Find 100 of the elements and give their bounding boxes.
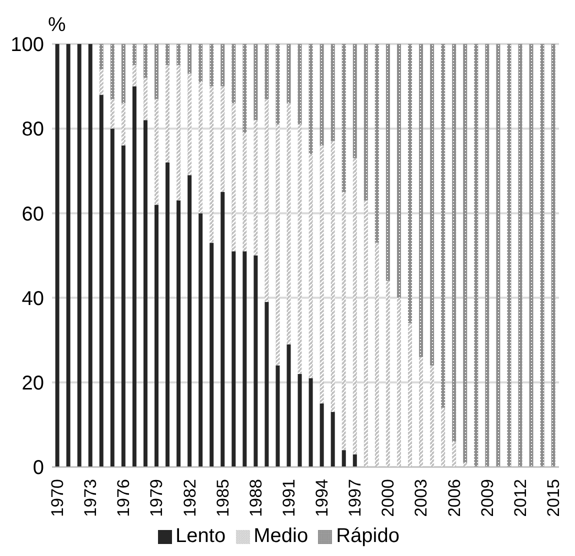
bar bbox=[496, 44, 500, 467]
x-tick-label: 1997 bbox=[346, 479, 365, 517]
bar bbox=[298, 124, 302, 374]
bar bbox=[188, 44, 192, 74]
bar bbox=[55, 44, 60, 467]
x-tick-label: 1988 bbox=[246, 479, 266, 517]
bar bbox=[276, 365, 280, 467]
bar bbox=[364, 44, 368, 201]
x-tick-label: 1973 bbox=[81, 479, 100, 517]
bar bbox=[198, 82, 203, 214]
x-tick-label: 1979 bbox=[147, 479, 166, 517]
bar bbox=[198, 44, 203, 82]
bar bbox=[286, 44, 291, 104]
y-tick-label: 60 bbox=[22, 203, 44, 226]
bar bbox=[77, 44, 82, 467]
x-tick-label: 1985 bbox=[213, 479, 232, 517]
bar bbox=[166, 65, 170, 162]
bar bbox=[254, 256, 258, 467]
bar bbox=[352, 158, 357, 454]
legend-label: Lento bbox=[176, 525, 226, 547]
bar bbox=[210, 86, 214, 243]
bar bbox=[342, 450, 346, 467]
x-tick-label: 1976 bbox=[114, 479, 134, 517]
bar bbox=[210, 242, 214, 467]
bar bbox=[286, 344, 291, 467]
bar bbox=[154, 98, 158, 205]
bar bbox=[308, 154, 313, 378]
bar bbox=[210, 44, 214, 86]
x-tick-label: 1982 bbox=[180, 479, 200, 517]
bar bbox=[232, 44, 236, 104]
bar bbox=[99, 69, 104, 95]
bar bbox=[99, 44, 104, 70]
bar bbox=[308, 378, 313, 467]
bar bbox=[386, 280, 390, 467]
bar bbox=[121, 44, 126, 104]
x-tick-label: 1994 bbox=[312, 479, 332, 517]
y-tick-label: 100 bbox=[10, 34, 44, 56]
bar bbox=[254, 120, 258, 256]
x-tick-label: 1970 bbox=[48, 479, 68, 517]
bar bbox=[264, 302, 269, 467]
bar bbox=[198, 213, 203, 467]
bar bbox=[188, 74, 192, 176]
bar bbox=[154, 204, 158, 467]
bar bbox=[176, 200, 181, 467]
bar bbox=[121, 103, 126, 146]
bar bbox=[529, 44, 534, 467]
bar bbox=[507, 44, 512, 467]
bar bbox=[408, 323, 412, 467]
bar bbox=[166, 44, 170, 66]
bar bbox=[143, 78, 148, 120]
bar bbox=[330, 44, 335, 142]
bar bbox=[396, 298, 401, 467]
bar bbox=[99, 94, 104, 467]
bar bbox=[220, 86, 225, 192]
bar bbox=[540, 44, 544, 467]
bar bbox=[551, 44, 556, 467]
bar bbox=[452, 442, 456, 467]
bar bbox=[88, 44, 92, 467]
bar bbox=[264, 98, 269, 302]
bar bbox=[166, 162, 170, 467]
x-tick-label: 2006 bbox=[444, 479, 464, 517]
legend-label: Rápido bbox=[336, 525, 400, 547]
bar bbox=[386, 44, 390, 281]
bar bbox=[452, 44, 456, 442]
bar bbox=[330, 141, 335, 412]
bar bbox=[154, 44, 158, 99]
bar bbox=[143, 120, 148, 467]
x-tick-label: 1991 bbox=[279, 479, 298, 517]
bar bbox=[374, 242, 379, 467]
bar bbox=[132, 86, 136, 467]
bar bbox=[485, 44, 490, 467]
y-tick-label: 80 bbox=[22, 118, 44, 141]
bar bbox=[396, 44, 401, 298]
bar bbox=[264, 44, 269, 99]
bar bbox=[320, 44, 324, 146]
bar bbox=[342, 44, 346, 192]
bar bbox=[232, 103, 236, 252]
bar bbox=[364, 200, 368, 467]
bar bbox=[441, 408, 446, 467]
bar bbox=[242, 251, 247, 467]
bar bbox=[419, 44, 424, 358]
x-tick-label: 2012 bbox=[510, 479, 530, 517]
bar bbox=[408, 44, 412, 324]
x-tick-label: 2000 bbox=[378, 479, 398, 517]
bar bbox=[352, 454, 357, 467]
bar bbox=[352, 44, 357, 158]
legend-label: Medio bbox=[254, 525, 308, 547]
bar bbox=[286, 103, 291, 344]
bar bbox=[176, 44, 181, 66]
bar bbox=[188, 175, 192, 467]
bar bbox=[463, 44, 468, 463]
bar bbox=[110, 44, 114, 99]
bar bbox=[242, 44, 247, 133]
bar bbox=[254, 44, 258, 120]
bar bbox=[320, 146, 324, 404]
bar bbox=[374, 44, 379, 243]
bar bbox=[66, 44, 70, 467]
bar bbox=[441, 44, 446, 408]
bar bbox=[298, 44, 302, 124]
bar bbox=[232, 251, 236, 467]
